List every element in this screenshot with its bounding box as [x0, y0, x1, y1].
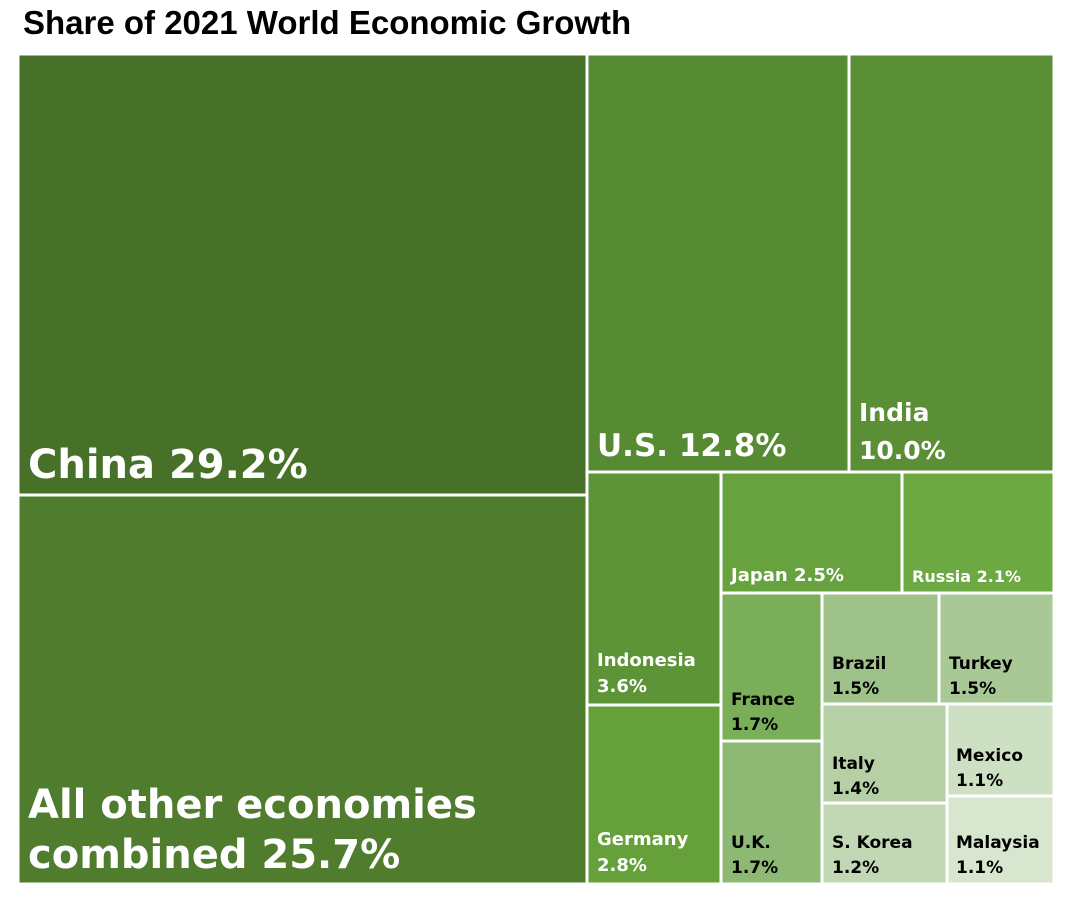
tile-label-line: France	[731, 690, 795, 710]
tile-rect-russia	[900, 470, 1056, 595]
tile-label-u-k: U.K. 1.7%	[731, 833, 778, 878]
tile-label-germany: Germany 2.8%	[597, 829, 689, 876]
tile-label-u-s: U.S. 12.8%	[597, 428, 786, 464]
tile-mexico: Mexico 1.1%	[945, 702, 1056, 798]
tile-label-line: U.S. 12.8%	[597, 428, 786, 464]
tile-rect-indonesia	[585, 470, 723, 707]
tile-label-line: 1.1%	[956, 771, 1003, 791]
tile-rect-turkey	[937, 591, 1056, 706]
tile-rect-u-k	[719, 739, 824, 886]
tile-label-line: 1.4%	[832, 779, 879, 799]
tile-rect-s-korea	[820, 801, 949, 886]
tile-label-turkey: Turkey 1.5%	[949, 654, 1013, 699]
tile-label-mexico: Mexico 1.1%	[956, 746, 1023, 791]
tile-brazil: Brazil 1.5%	[820, 591, 941, 706]
tile-rect-all-other-economies-combined	[16, 493, 589, 886]
tile-label-line: 1.7%	[731, 715, 778, 735]
tile-germany: Germany 2.8%	[585, 703, 723, 886]
tile-label-india: India 10.0%	[859, 398, 946, 465]
tile-label-line: China 29.2%	[28, 442, 308, 488]
tile-label-line: combined 25.7%	[28, 832, 400, 878]
tile-label-china: China 29.2%	[28, 442, 308, 488]
tile-india: India 10.0%	[847, 52, 1056, 474]
tile-label-line: U.K.	[731, 833, 771, 853]
tile-label-russia: Russia 2.1%	[912, 567, 1021, 586]
tile-label-line: 1.5%	[832, 679, 879, 699]
tile-label-france: France 1.7%	[731, 690, 795, 735]
tile-label-malaysia: Malaysia 1.1%	[956, 833, 1040, 878]
tile-rect-japan	[719, 470, 904, 595]
tile-turkey: Turkey 1.5%	[937, 591, 1056, 706]
tile-label-line: Germany	[597, 829, 689, 850]
tile-russia: Russia 2.1%	[900, 470, 1056, 595]
tile-label-line: 2.8%	[597, 855, 647, 876]
tile-rect-malaysia	[945, 794, 1056, 886]
tile-label-italy: Italy 1.4%	[832, 754, 879, 799]
tile-rect-brazil	[820, 591, 941, 706]
tile-label-line: 10.0%	[859, 436, 946, 465]
tile-label-line: 1.1%	[956, 858, 1003, 878]
tile-label-brazil: Brazil 1.5%	[832, 654, 886, 699]
tile-label-japan: Japan 2.5%	[729, 565, 844, 586]
tile-all-other-economies-combined: All other economies combined 25.7%	[16, 493, 589, 886]
tile-label-line: 1.2%	[832, 858, 879, 878]
tile-rect-u-s	[585, 52, 851, 474]
tile-label-line: India	[859, 398, 929, 427]
tile-u-k: U.K. 1.7%	[719, 739, 824, 886]
tile-france: France 1.7%	[719, 591, 824, 743]
tile-china: China 29.2%	[16, 52, 589, 497]
tile-label-line: 1.5%	[949, 679, 996, 699]
tile-label-line: Mexico	[956, 746, 1023, 766]
tile-label-indonesia: Indonesia 3.6%	[597, 650, 696, 697]
tile-label-line: Japan 2.5%	[729, 565, 844, 586]
tile-rect-italy	[820, 702, 949, 805]
tile-label-line: Indonesia	[597, 650, 696, 671]
tile-label-s-korea: S. Korea 1.2%	[832, 833, 913, 878]
tile-label-line: Italy	[832, 754, 875, 774]
tile-label-line: Turkey	[949, 654, 1013, 674]
tile-japan: Japan 2.5%	[719, 470, 904, 595]
tile-label-all-other-economies-combined: All other economies combined 25.7%	[28, 782, 477, 878]
tile-label-line: 3.6%	[597, 676, 647, 697]
tile-label-line: All other economies	[28, 782, 477, 828]
tile-italy: Italy 1.4%	[820, 702, 949, 805]
chart-title: Share of 2021 World Economic Growth	[23, 4, 632, 41]
tile-indonesia: Indonesia 3.6%	[585, 470, 723, 707]
tile-label-line: Brazil	[832, 654, 886, 674]
tile-rect-france	[719, 591, 824, 743]
tile-rect-china	[16, 52, 589, 497]
tile-s-korea: S. Korea 1.2%	[820, 801, 949, 886]
tile-malaysia: Malaysia 1.1%	[945, 794, 1056, 886]
tile-label-line: Malaysia	[956, 833, 1040, 853]
tile-label-line: S. Korea	[832, 833, 913, 853]
tile-u-s: U.S. 12.8%	[585, 52, 851, 474]
tile-label-line: 1.7%	[731, 858, 778, 878]
tile-label-line: Russia 2.1%	[912, 567, 1021, 586]
